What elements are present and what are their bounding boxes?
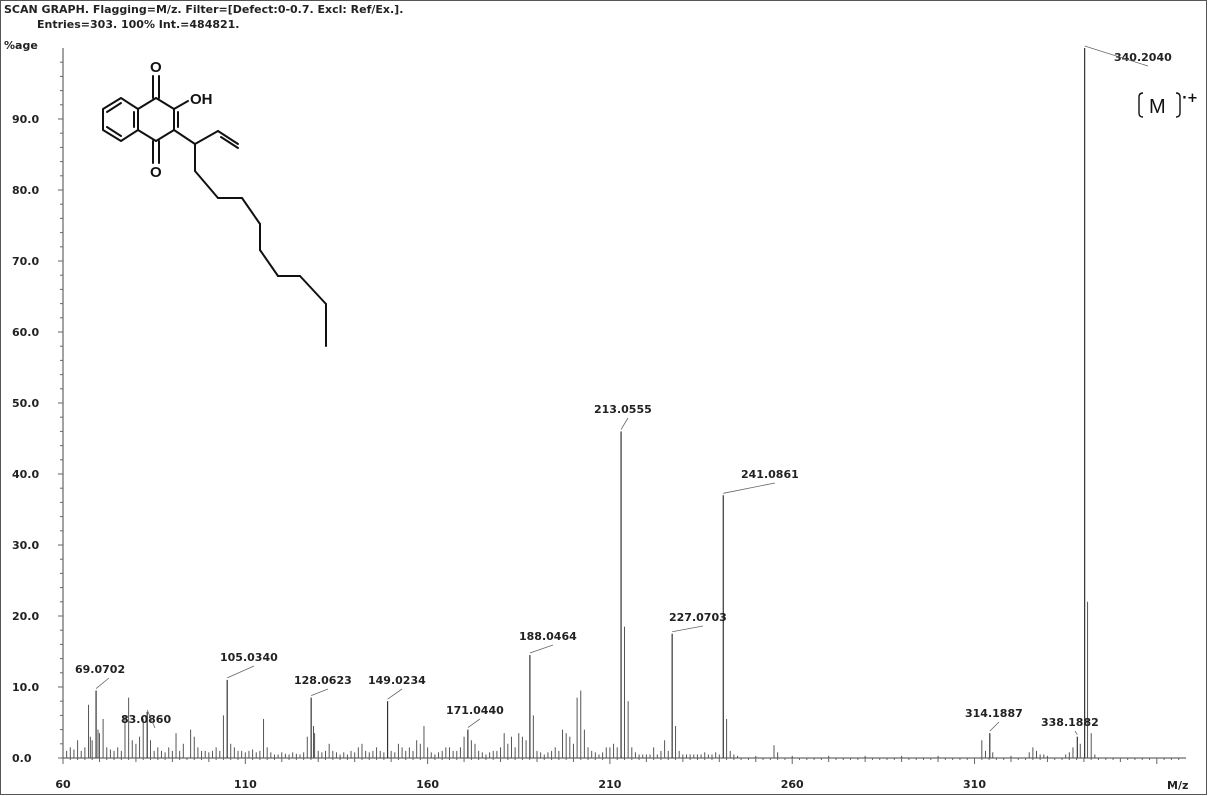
y-tick-label: 0.0 <box>12 752 32 765</box>
header-line-2: Entries=303. 100% Int.=484821. <box>37 18 240 31</box>
peak-label-leader <box>529 644 554 654</box>
peak-label-leader <box>146 709 156 729</box>
x-tick-label: 260 <box>781 778 804 791</box>
ion-charge: ·+ <box>1182 91 1198 106</box>
atom-label-oxygen-top: O <box>150 59 162 76</box>
y-axis: 0.0 10.0 20.0 30.0 40.0 50.0 60.0 70.0 80.0 90.0 <box>12 48 64 765</box>
atom-label-hydroxyl: OH <box>190 91 213 108</box>
ion-letter: M <box>1149 96 1166 118</box>
peak-label: 171.0440 <box>446 704 504 717</box>
peak-label: 128.0623 <box>294 674 352 687</box>
peak-label: 188.0464 <box>519 630 577 643</box>
y-axis-title: %age <box>4 39 38 52</box>
peak-label: 340.2040 <box>1114 51 1172 64</box>
x-axis: 60 110 160 210 260 310 <box>55 757 1186 791</box>
y-tick-label: 20.0 <box>12 610 39 623</box>
peak-label: 105.0340 <box>220 651 278 664</box>
peak-label-leader <box>311 688 329 697</box>
molecular-ion-label: M ·+ <box>1138 91 1198 118</box>
peak-label-leader <box>387 688 403 700</box>
y-tick-label: 60.0 <box>12 326 39 339</box>
peak-bars <box>66 48 1096 758</box>
y-tick-label: 40.0 <box>12 468 39 481</box>
atom-label-oxygen-bottom: O <box>150 164 162 181</box>
x-tick-label: 210 <box>598 778 621 791</box>
peak-labels: 69.0702 83.0860 105.0340 128.0623 149.0234 17… <box>75 45 1172 735</box>
molecule-structure: O OH O <box>102 59 327 347</box>
peak-label-leader <box>227 665 255 679</box>
peak-label-leader <box>1074 730 1078 735</box>
peak-label: 69.0702 <box>75 663 125 676</box>
y-tick-label: 70.0 <box>12 255 39 268</box>
peak-label: 227.0703 <box>669 611 727 624</box>
peak-label-leader <box>723 482 776 494</box>
x-tick-label: 310 <box>963 778 986 791</box>
peak-label: 213.0555 <box>594 403 652 416</box>
peak-label-leader <box>620 417 629 430</box>
x-tick-label: 160 <box>416 778 439 791</box>
peak-label: 338.1882 <box>1041 716 1099 729</box>
y-tick-label: 80.0 <box>12 184 39 197</box>
x-axis-title: M/z <box>1167 779 1189 792</box>
peak-label: 83.0860 <box>121 713 171 726</box>
peak-label-leader <box>467 718 481 728</box>
header-line-1: SCAN GRAPH. Flagging=M/z. Filter=[Defect… <box>4 3 404 16</box>
peak-label-leader <box>95 677 110 689</box>
peak-label: 149.0234 <box>368 674 426 687</box>
y-tick-label: 50.0 <box>12 397 39 410</box>
x-tick-label: 60 <box>55 778 71 791</box>
x-tick-label: 110 <box>234 778 257 791</box>
y-tick-label: 30.0 <box>12 539 39 552</box>
peak-label: 314.1887 <box>965 707 1023 720</box>
peak-label: 241.0861 <box>741 468 799 481</box>
peak-label-leader <box>1084 45 1149 67</box>
y-tick-label: 10.0 <box>12 681 39 694</box>
peak-label-leader <box>672 625 704 633</box>
peak-label-leader <box>989 721 1000 732</box>
y-tick-label: 90.0 <box>12 113 39 126</box>
